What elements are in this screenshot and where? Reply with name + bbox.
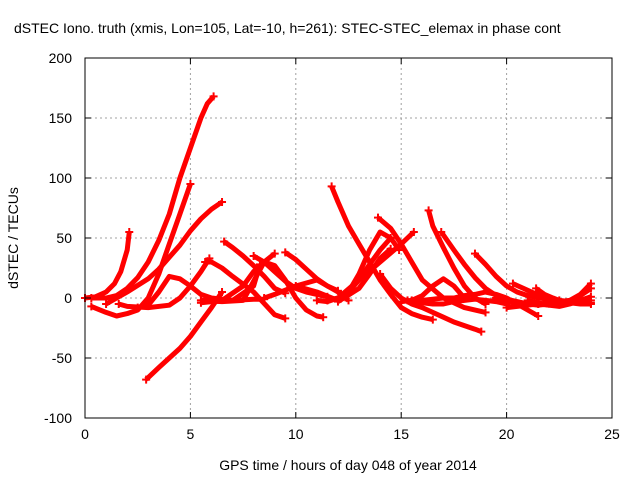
series-layer xyxy=(81,92,595,384)
x-tick-label: 0 xyxy=(81,426,89,442)
series-line-21 xyxy=(376,215,487,315)
y-tick-label: 200 xyxy=(49,50,73,66)
y-tick-label: 150 xyxy=(49,110,73,126)
series-line-2 xyxy=(91,94,216,301)
chart-title: dSTEC Iono. truth (xmis, Lon=105, Lat=-1… xyxy=(14,20,561,36)
y-tick-label: 0 xyxy=(64,290,72,306)
x-tick-label: 15 xyxy=(393,426,409,442)
series-line-9 xyxy=(222,239,287,296)
series-line-25 xyxy=(426,209,487,307)
x-tick-label: 10 xyxy=(288,426,304,442)
x-tick-labels: 0 5 10 15 20 25 xyxy=(81,426,620,442)
series-line-4 xyxy=(104,199,224,307)
grid-lines xyxy=(85,58,612,418)
series-line-17 xyxy=(295,229,402,303)
series-line-6 xyxy=(144,290,225,382)
series-line-16 xyxy=(329,185,434,323)
series-line-8 xyxy=(205,259,287,321)
x-axis-label: GPS time / hours of day 048 of year 2014 xyxy=(219,457,477,473)
x-tick-label: 20 xyxy=(499,426,515,442)
series-line-24 xyxy=(406,296,508,307)
y-tick-label: -50 xyxy=(52,350,72,366)
y-tick-label: -100 xyxy=(44,410,72,426)
series-line-34 xyxy=(495,295,592,308)
y-tick-labels: -100 -50 0 50 100 150 200 xyxy=(44,50,72,426)
series-line-22 xyxy=(378,272,483,334)
y-tick-label: 100 xyxy=(49,170,73,186)
y-tick-label: 50 xyxy=(56,230,72,246)
series-line-27 xyxy=(400,276,467,305)
y-axis-label: dSTEC / TECUs xyxy=(5,187,21,289)
series-line-12 xyxy=(200,251,277,305)
series-line-1 xyxy=(84,231,132,301)
series-line-11 xyxy=(200,259,324,320)
x-tick-label: 5 xyxy=(187,426,195,442)
series-line-5 xyxy=(118,257,212,311)
x-tick-label: 25 xyxy=(604,426,620,442)
axis-ticks xyxy=(84,57,613,419)
series-line-20 xyxy=(336,246,393,304)
